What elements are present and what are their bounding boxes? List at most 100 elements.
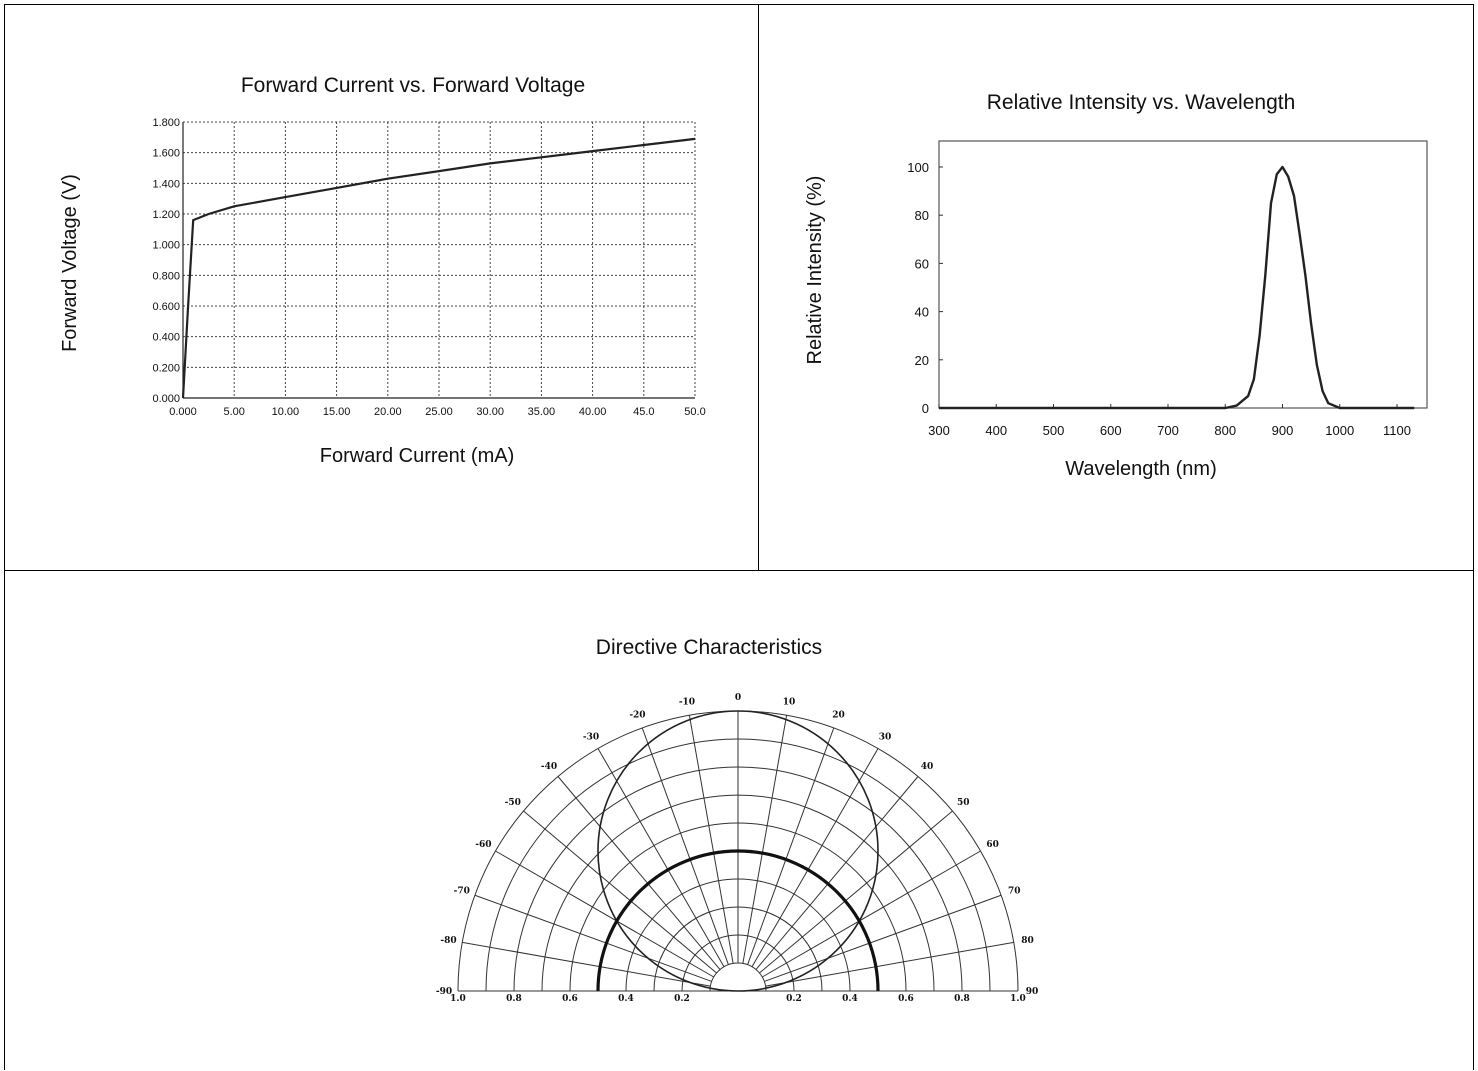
angle-spoke <box>688 715 734 964</box>
y-tick-label: 0.400 <box>152 332 180 344</box>
x-axis-label: Forward Current (mA) <box>320 445 514 467</box>
angle-tick-label: -10 <box>679 697 695 707</box>
angle-tick-label: 30 <box>879 732 892 742</box>
angle-spoke <box>474 894 712 982</box>
radius-tick-label: 0.8 <box>954 994 970 1004</box>
x-tick-label: 15.00 <box>323 406 351 418</box>
x-tick-label: 400 <box>985 423 1007 438</box>
angle-spoke <box>462 941 711 987</box>
x-tick-label: 5.00 <box>223 406 244 418</box>
angle-tick-label: 70 <box>1008 886 1021 896</box>
angle-tick-label: -80 <box>440 936 456 946</box>
angle-spoke <box>495 850 715 978</box>
x-tick-label: 10.00 <box>272 406 300 418</box>
chart-title: Forward Current vs. Forward Voltage <box>241 74 585 97</box>
angle-tick-label: -40 <box>541 762 557 772</box>
angle-tick-label: -20 <box>629 711 645 721</box>
x-tick-label: 700 <box>1157 423 1179 438</box>
radius-tick-label: 1.0 <box>450 994 466 1004</box>
radius-tick-label: 0.4 <box>618 994 634 1004</box>
x-tick-label: 600 <box>1100 423 1122 438</box>
angle-tick-label: -30 <box>583 732 599 742</box>
x-tick-label: 800 <box>1214 423 1236 438</box>
y-tick-label: 20 <box>915 353 929 368</box>
x-tick-label: 45.0 <box>633 406 654 418</box>
angle-spoke <box>751 748 879 968</box>
radius-tick-label: 0.6 <box>898 994 914 1004</box>
y-tick-label: 1.800 <box>152 117 180 129</box>
y-axis-label: Relative Intensity (%) <box>804 176 826 365</box>
y-tick-label: 1.000 <box>152 240 180 252</box>
y-tick-label: 40 <box>915 305 929 320</box>
y-tick-label: 0 <box>922 401 929 416</box>
x-tick-label: 50.0 <box>684 406 705 418</box>
angle-tick-label: -50 <box>505 798 521 808</box>
angle-spoke <box>597 748 725 968</box>
angle-spoke <box>557 776 721 970</box>
radius-tick-label: 0.8 <box>506 994 522 1004</box>
x-tick-label: 20.00 <box>374 406 402 418</box>
wide-lobe <box>596 849 880 992</box>
plot-frame <box>938 140 1428 409</box>
x-tick-label: 1000 <box>1325 423 1354 438</box>
series-line <box>939 165 1415 410</box>
angle-spoke <box>742 715 788 964</box>
chart-title: Directive Characteristics <box>596 636 822 659</box>
radius-tick-label: 1.0 <box>1010 994 1026 1004</box>
x-tick-label: 35.00 <box>528 406 556 418</box>
y-tick-label: 0.200 <box>152 362 180 374</box>
forward-current-chart: Forward Current vs. Forward Voltage Forwa… <box>59 74 706 467</box>
wavelength-chart-panel: Relative Intensity vs. Wavelength Wavelen… <box>758 4 1474 571</box>
radius-tick-label: 0.6 <box>562 994 578 1004</box>
y-tick-label: 100 <box>907 160 929 175</box>
directive-chart-panel: Directive Characteristics -90 -80 -70 -60 -50… <box>4 570 1474 1070</box>
y-tick-label: 1.600 <box>152 148 180 160</box>
angle-spoke <box>641 727 729 965</box>
angle-tick-label: -70 <box>454 886 470 896</box>
angle-tick-label: -90 <box>436 987 452 997</box>
y-tick-label: 0.600 <box>152 301 180 313</box>
radius-tick-label: 0.4 <box>842 994 858 1004</box>
angle-spoke <box>765 941 1014 987</box>
x-tick-label: 40.00 <box>579 406 607 418</box>
angle-spoke <box>755 776 919 970</box>
x-tick-label: 30.00 <box>476 406 504 418</box>
x-tick-label: 500 <box>1043 423 1065 438</box>
y-tick-label: 1.200 <box>152 209 180 221</box>
angle-spoke <box>764 894 1002 982</box>
x-tick-label: 25.00 <box>425 406 453 418</box>
angle-tick-label: 60 <box>986 840 999 850</box>
angle-tick-label: 80 <box>1021 936 1034 946</box>
x-tick-label: 1100 <box>1383 423 1411 438</box>
chart-title: Relative Intensity vs. Wavelength <box>987 91 1296 114</box>
angle-tick-label: 90 <box>1026 987 1039 997</box>
angle-tick-label: 10 <box>783 697 796 707</box>
x-axis-label: Wavelength (nm) <box>1065 458 1217 480</box>
x-tick-label: 900 <box>1272 423 1294 438</box>
angle-tick-label: -60 <box>475 840 491 850</box>
angle-tick-label: 0 <box>735 693 741 703</box>
radius-tick-label: 0.2 <box>674 994 690 1004</box>
y-axis-label: Forward Voltage (V) <box>59 174 81 352</box>
x-tick-label: 300 <box>928 423 950 438</box>
x-tick-label: 0.000 <box>169 406 197 418</box>
series-line <box>181 137 696 399</box>
y-tick-label: 80 <box>915 208 929 223</box>
angle-tick-label: 20 <box>832 711 845 721</box>
angle-tick-label: 50 <box>957 798 970 808</box>
angle-spoke <box>759 810 953 974</box>
wavelength-chart: Relative Intensity vs. Wavelength Wavelen… <box>804 91 1428 480</box>
forward-current-chart-panel: Forward Current vs. Forward Voltage Forwa… <box>4 4 759 571</box>
y-tick-label: 60 <box>915 256 929 271</box>
directive-chart: Directive Characteristics -90 -80 -70 -60 -50… <box>436 636 1039 1004</box>
y-tick-label: 0.800 <box>152 270 180 282</box>
radius-tick-label: 0.2 <box>786 994 802 1004</box>
y-tick-label: 1.400 <box>152 178 180 190</box>
angle-spoke <box>523 810 717 974</box>
y-tick-label: 0.000 <box>152 393 180 405</box>
narrow-lobe <box>597 710 879 992</box>
angle-spoke <box>761 850 981 978</box>
angle-spoke <box>747 727 835 965</box>
angle-tick-label: 40 <box>921 762 934 772</box>
